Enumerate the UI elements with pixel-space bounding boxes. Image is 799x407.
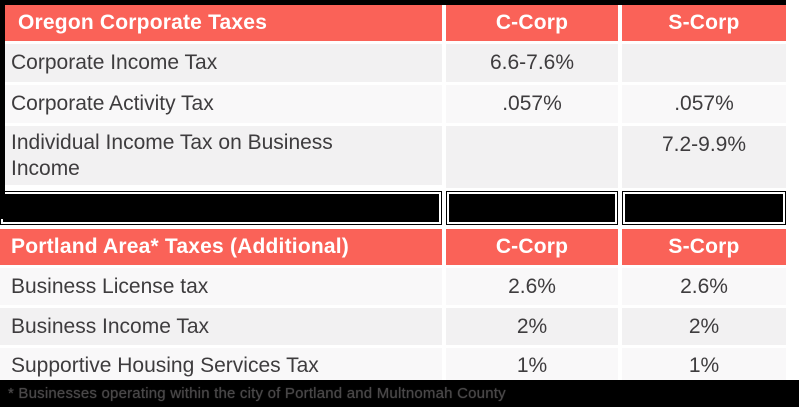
table-row: Business Income Tax 2% 2% — [0, 308, 786, 345]
ccorp-value — [442, 126, 618, 188]
oregon-ccorp-column-header: C-Corp — [442, 5, 618, 41]
oregon-table-header: Oregon Corporate Taxes C-Corp S-Corp — [0, 5, 786, 41]
ccorp-value: 2.6% — [442, 268, 618, 305]
row-label: Corporate Income Tax — [0, 44, 442, 82]
table-row: Corporate Income Tax 6.6-7.6% — [0, 44, 786, 82]
ccorp-value: 2% — [442, 308, 618, 345]
redaction-box — [0, 191, 442, 225]
redacted-cell — [618, 191, 786, 225]
row-label: Business Income Tax — [0, 308, 442, 345]
ccorp-value: 1% — [442, 348, 618, 384]
scorp-value: 1% — [618, 348, 786, 384]
table-row: Business License tax 2.6% 2.6% — [0, 268, 786, 305]
footnote-text: * Businesses operating within the city o… — [8, 385, 506, 402]
footnote-bar: * Businesses operating within the city o… — [0, 380, 799, 407]
redacted-cell — [442, 191, 618, 225]
redacted-cell — [0, 191, 442, 225]
portland-ccorp-column-header: C-Corp — [442, 229, 618, 265]
scorp-value — [618, 44, 786, 82]
redaction-box — [622, 191, 786, 225]
scorp-value: 7.2-9.9% — [618, 126, 786, 188]
portland-table-title: Portland Area* Taxes (Additional) — [11, 235, 349, 258]
redacted-row — [0, 191, 786, 225]
top-black-border — [0, 0, 786, 5]
scorp-value: 2.6% — [618, 268, 786, 305]
scorp-value: 2% — [618, 308, 786, 345]
row-label: Business License tax — [0, 268, 442, 305]
oregon-table-title: Oregon Corporate Taxes — [18, 11, 268, 34]
table-row: Corporate Activity Tax .057% .057% — [0, 85, 786, 123]
tables-container: Oregon Corporate Taxes C-Corp S-Corp Cor… — [0, 0, 786, 384]
left-black-border — [0, 0, 5, 219]
redaction-box — [446, 191, 618, 225]
table-row: Individual Income Tax on Business Income… — [0, 126, 786, 188]
row-label: Individual Income Tax on Business Income — [0, 126, 442, 185]
row-label: Corporate Activity Tax — [0, 85, 442, 123]
ccorp-value: 6.6-7.6% — [442, 44, 618, 82]
portland-scorp-column-header: S-Corp — [618, 229, 786, 265]
row-label: Supportive Housing Services Tax — [0, 348, 442, 384]
table-row: Supportive Housing Services Tax 1% 1% — [0, 348, 786, 384]
oregon-scorp-column-header: S-Corp — [618, 5, 786, 41]
ccorp-value: .057% — [442, 85, 618, 123]
scorp-value: .057% — [618, 85, 786, 123]
portland-table-header: Portland Area* Taxes (Additional) C-Corp… — [0, 229, 786, 265]
